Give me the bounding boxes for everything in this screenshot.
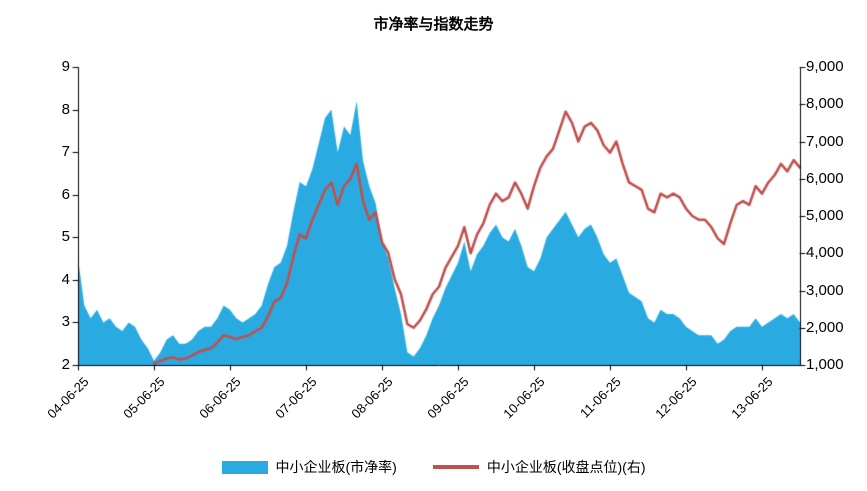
legend-area-swatch bbox=[221, 460, 268, 474]
right-axis-tick-label: 7,000 bbox=[806, 132, 844, 150]
legend-label: 中小企业板(市净率) bbox=[275, 459, 397, 475]
legend-item: 中小企业板(收盘点位)(右) bbox=[432, 457, 646, 477]
left-axis-tick-label: 3 bbox=[61, 313, 70, 331]
right-axis-tick-label: 3,000 bbox=[806, 281, 844, 299]
right-axis-tick-label: 8,000 bbox=[806, 95, 844, 113]
right-axis-tick-label: 9,000 bbox=[806, 58, 844, 75]
right-axis-tick-label: 6,000 bbox=[806, 169, 844, 187]
right-axis-tick-label: 1,000 bbox=[806, 356, 844, 373]
left-axis-tick-label: 7 bbox=[61, 143, 70, 161]
right-axis-tick-label: 5,000 bbox=[806, 207, 844, 224]
left-axis-tick-label: 8 bbox=[61, 100, 70, 118]
right-axis-tick-label: 2,000 bbox=[806, 318, 844, 336]
legend-line-swatch bbox=[432, 465, 479, 469]
left-axis-tick-label: 4 bbox=[61, 270, 70, 288]
left-axis-tick-label: 6 bbox=[61, 185, 70, 203]
left-axis-tick-label: 9 bbox=[61, 58, 70, 75]
legend-item: 中小企业板(市净率) bbox=[221, 457, 397, 477]
left-axis-tick-label: 5 bbox=[61, 228, 70, 246]
right-axis-tick-label: 4,000 bbox=[806, 244, 844, 262]
left-axis-tick-label: 2 bbox=[61, 356, 70, 373]
legend: 中小企业板(市净率) 中小企业板(收盘点位)(右) bbox=[0, 457, 867, 477]
legend-label: 中小企业板(收盘点位)(右) bbox=[486, 459, 646, 475]
